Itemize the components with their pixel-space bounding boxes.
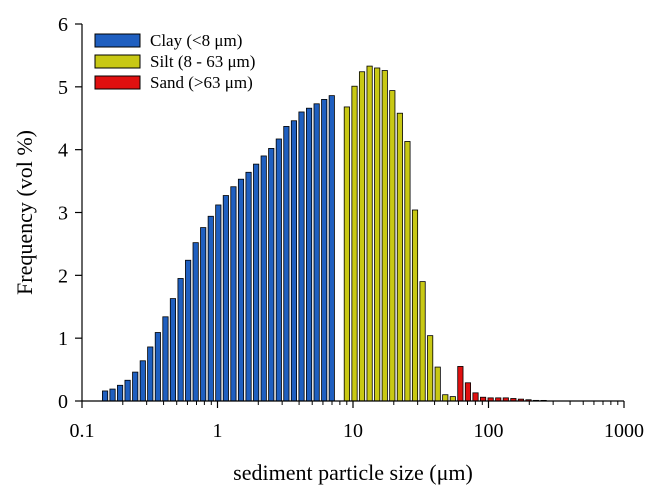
bar-clay xyxy=(313,103,320,402)
bar-clay xyxy=(139,360,146,402)
bar-clay xyxy=(328,95,335,402)
bar-clay xyxy=(215,204,222,402)
bar-silt xyxy=(366,65,373,402)
bar-clay xyxy=(117,384,124,402)
bar-clay xyxy=(124,379,131,402)
bar-clay xyxy=(147,346,154,402)
y-tick-label: 6 xyxy=(58,14,68,36)
y-axis-title: Frequency (vol %) xyxy=(12,130,37,295)
bar-clay xyxy=(177,278,184,402)
bar-silt xyxy=(351,85,358,402)
bar-silt xyxy=(404,141,411,402)
bar-clay xyxy=(245,171,252,402)
bar-clay xyxy=(237,178,245,402)
bar-clay xyxy=(207,215,214,402)
x-tick-label: 1000 xyxy=(604,420,644,442)
bar-clay xyxy=(185,259,192,402)
legend-label: Clay (<8 μm) xyxy=(150,31,242,50)
bar-clay xyxy=(306,107,313,402)
bar-silt xyxy=(396,112,403,402)
bar-clay xyxy=(253,163,260,402)
bar-clay xyxy=(200,227,207,402)
bar-silt xyxy=(427,335,434,402)
legend-swatch xyxy=(94,33,141,48)
bar-silt xyxy=(449,396,456,402)
legend-label: Sand (>63 μm) xyxy=(150,73,253,92)
y-tick-label: 5 xyxy=(58,77,68,99)
bar-silt xyxy=(442,394,449,402)
x-tick-label: 0.1 xyxy=(70,420,95,442)
bar-silt xyxy=(374,67,381,402)
bar-silt xyxy=(434,366,441,402)
bar-clay xyxy=(132,371,139,402)
bar-clay xyxy=(283,126,290,402)
bar-clay xyxy=(102,390,109,402)
bar-clay xyxy=(162,316,169,402)
bar-clay xyxy=(275,138,282,402)
bar-clay xyxy=(154,332,161,402)
legend-label: Silt (8 - 63 μm) xyxy=(150,52,255,71)
bar-sand xyxy=(472,392,479,402)
bar-silt xyxy=(411,209,419,402)
legend-swatch xyxy=(94,75,141,90)
bar-silt xyxy=(343,106,350,402)
bar-clay xyxy=(298,111,305,402)
bar-clay xyxy=(109,388,116,402)
bar-clay xyxy=(260,155,267,402)
legend-swatch xyxy=(94,54,141,69)
bar-clay xyxy=(268,148,275,402)
bar-silt xyxy=(389,90,396,402)
bar-clay xyxy=(290,120,298,402)
x-axis-title: sediment particle size (μm) xyxy=(233,460,473,485)
bar-clay xyxy=(169,298,176,402)
bar-silt xyxy=(358,71,366,402)
bar-clay xyxy=(321,99,328,402)
bar-clay xyxy=(192,242,199,402)
x-tick-label: 10 xyxy=(343,420,363,442)
y-tick-label: 2 xyxy=(58,265,68,287)
bar-silt xyxy=(419,281,426,402)
y-tick-label: 4 xyxy=(58,140,68,162)
x-tick-label: 100 xyxy=(474,420,504,442)
y-tick-label: 3 xyxy=(58,203,68,225)
x-tick-label: 1 xyxy=(213,420,223,442)
y-tick-label: 0 xyxy=(58,391,68,413)
bar-clay xyxy=(230,186,237,402)
bar-clay xyxy=(222,195,229,402)
y-tick-label: 1 xyxy=(58,328,68,350)
bar-sand xyxy=(457,366,464,402)
bar-silt xyxy=(381,70,388,402)
bar-sand xyxy=(464,382,471,402)
